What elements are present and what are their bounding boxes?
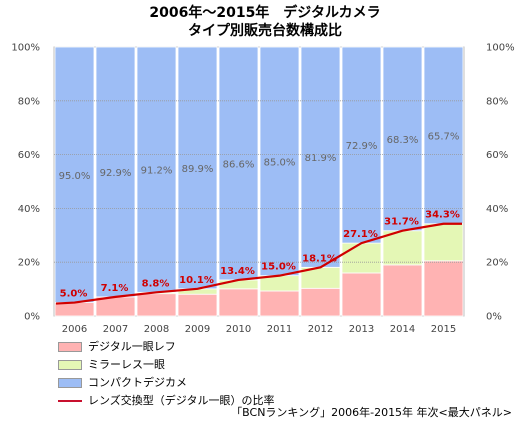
legend: デジタル一眼レフ ミラーレス一眼 コンパクトデジカメ レンズ交換型（デジタル一眼… bbox=[58, 338, 438, 410]
ratio-line bbox=[55, 222, 462, 305]
ratio-line-group: 5.0% 7.1% 8.8% 10.1% 13.4% 15.0% 18.1% 27.1% 31.… bbox=[55, 210, 462, 305]
y-tick-right-60: 60% bbox=[486, 150, 508, 161]
label-ratio-2013: 27.1% bbox=[343, 229, 378, 240]
legend-item-dslr: デジタル一眼レフ bbox=[58, 338, 438, 356]
legend-label-compact: コンパクトデジカメ bbox=[88, 376, 187, 389]
y-tick-right-40: 40% bbox=[486, 204, 508, 215]
legend-item-ratio-line: レンズ交換型（デジタル一眼）の比率 bbox=[58, 392, 438, 410]
bar-dslr-2013 bbox=[341, 272, 382, 317]
label-ratio-2015: 34.3% bbox=[425, 210, 460, 221]
y-tick-right-20: 20% bbox=[486, 258, 508, 269]
bar-compact-2013 bbox=[341, 46, 382, 244]
legend-label-ratio: レンズ交換型（デジタル一眼）の比率 bbox=[88, 394, 275, 407]
y-tick-left-60: 60% bbox=[18, 150, 40, 161]
label-compact-2008: 91.2% bbox=[141, 166, 173, 177]
label-ratio-2008: 8.8% bbox=[142, 278, 170, 289]
source-note: 「BCNランキング」2006年-2015年 年次<最大パネル> bbox=[231, 406, 512, 419]
x-tick-2010: 2010 bbox=[226, 324, 251, 335]
y-tick-left-40: 40% bbox=[18, 204, 40, 215]
chart-title-line-2: タイプ別販売台数構成比 bbox=[188, 23, 342, 39]
legend-label-dslr: デジタル一眼レフ bbox=[88, 340, 176, 353]
bar-compact-2015 bbox=[423, 46, 464, 225]
bar-compact-2008 bbox=[136, 46, 177, 293]
label-compact-2007: 92.9% bbox=[100, 168, 132, 179]
bars-group bbox=[54, 46, 464, 317]
x-tick-2015: 2015 bbox=[431, 324, 456, 335]
x-tick-2008: 2008 bbox=[144, 324, 169, 335]
bar-compact-2012 bbox=[300, 46, 341, 268]
y-tick-left-20: 20% bbox=[18, 258, 40, 269]
bar-dslr-2014 bbox=[382, 264, 423, 317]
bar-mirrorless-2010 bbox=[218, 279, 259, 290]
bar-mirrorless-2014 bbox=[382, 230, 423, 266]
legend-item-mirrorless: ミラーレス一眼 bbox=[58, 356, 438, 374]
axes-group: 0% 0% 20% 20% 40% 40% 60% 60% 80% 80% 100% 100% 2006… bbox=[11, 43, 514, 336]
label-ratio-2011: 15.0% bbox=[261, 262, 296, 273]
bar-compact-2011 bbox=[259, 46, 300, 277]
legend-label-mirrorless: ミラーレス一眼 bbox=[88, 358, 165, 371]
y-tick-left-100: 100% bbox=[11, 43, 40, 54]
label-compact-2006: 95.0% bbox=[59, 171, 91, 182]
label-compact-2015: 65.7% bbox=[428, 131, 460, 142]
x-tick-2011: 2011 bbox=[267, 324, 292, 335]
y-tick-right-80: 80% bbox=[486, 96, 508, 107]
label-ratio-2014: 31.7% bbox=[384, 217, 419, 228]
label-compact-2012: 81.9% bbox=[305, 153, 337, 164]
legend-line-ratio bbox=[58, 400, 82, 402]
bar-dslr-2006 bbox=[54, 302, 95, 317]
bar-compact-2014 bbox=[382, 46, 423, 232]
label-compact-2013: 72.9% bbox=[346, 141, 378, 152]
value-labels-group: 95.0% 92.9% 91.2% 89.9% 86.6% 85.0% 81.9% 72.9%… bbox=[59, 131, 460, 181]
x-tick-2007: 2007 bbox=[103, 324, 128, 335]
bar-dslr-2012 bbox=[300, 287, 341, 317]
bar-mirrorless-2015 bbox=[423, 223, 464, 262]
y-tick-right-0: 0% bbox=[486, 312, 502, 323]
label-compact-2010: 86.6% bbox=[223, 159, 255, 170]
label-compact-2009: 89.9% bbox=[182, 164, 214, 175]
label-compact-2014: 68.3% bbox=[387, 135, 419, 146]
legend-swatch-mirrorless bbox=[58, 360, 82, 370]
x-tick-2006: 2006 bbox=[62, 324, 87, 335]
bar-dslr-2010 bbox=[218, 288, 259, 317]
bar-dslr-2015 bbox=[423, 260, 464, 317]
bar-dslr-2011 bbox=[259, 290, 300, 317]
bar-compact-2006 bbox=[54, 46, 95, 303]
x-tick-2013: 2013 bbox=[349, 324, 374, 335]
label-ratio-2012: 18.1% bbox=[302, 253, 337, 264]
legend-swatch-compact bbox=[58, 378, 82, 388]
y-tick-left-80: 80% bbox=[18, 96, 40, 107]
label-ratio-2006: 5.0% bbox=[60, 289, 88, 300]
bar-compact-2009 bbox=[177, 46, 218, 290]
bar-dslr-2008 bbox=[136, 293, 177, 317]
label-ratio-2007: 7.1% bbox=[101, 283, 129, 294]
legend-swatch-dslr bbox=[58, 342, 82, 352]
x-tick-2012: 2012 bbox=[308, 324, 333, 335]
chart-title-line-1: 2006年～2015年 デジタルカメラ bbox=[149, 5, 381, 21]
bar-compact-2007 bbox=[95, 46, 136, 298]
legend-item-compact: コンパクトデジカメ bbox=[58, 374, 438, 392]
bar-mirrorless-2013 bbox=[341, 242, 382, 274]
label-ratio-2009: 10.1% bbox=[179, 275, 214, 286]
x-tick-2014: 2014 bbox=[390, 324, 415, 335]
label-compact-2011: 85.0% bbox=[264, 157, 296, 168]
bar-dslr-2009 bbox=[177, 293, 218, 317]
y-tick-left-0: 0% bbox=[24, 312, 40, 323]
y-tick-right-100: 100% bbox=[486, 43, 515, 54]
x-tick-2009: 2009 bbox=[185, 324, 210, 335]
label-ratio-2010: 13.4% bbox=[220, 266, 255, 277]
